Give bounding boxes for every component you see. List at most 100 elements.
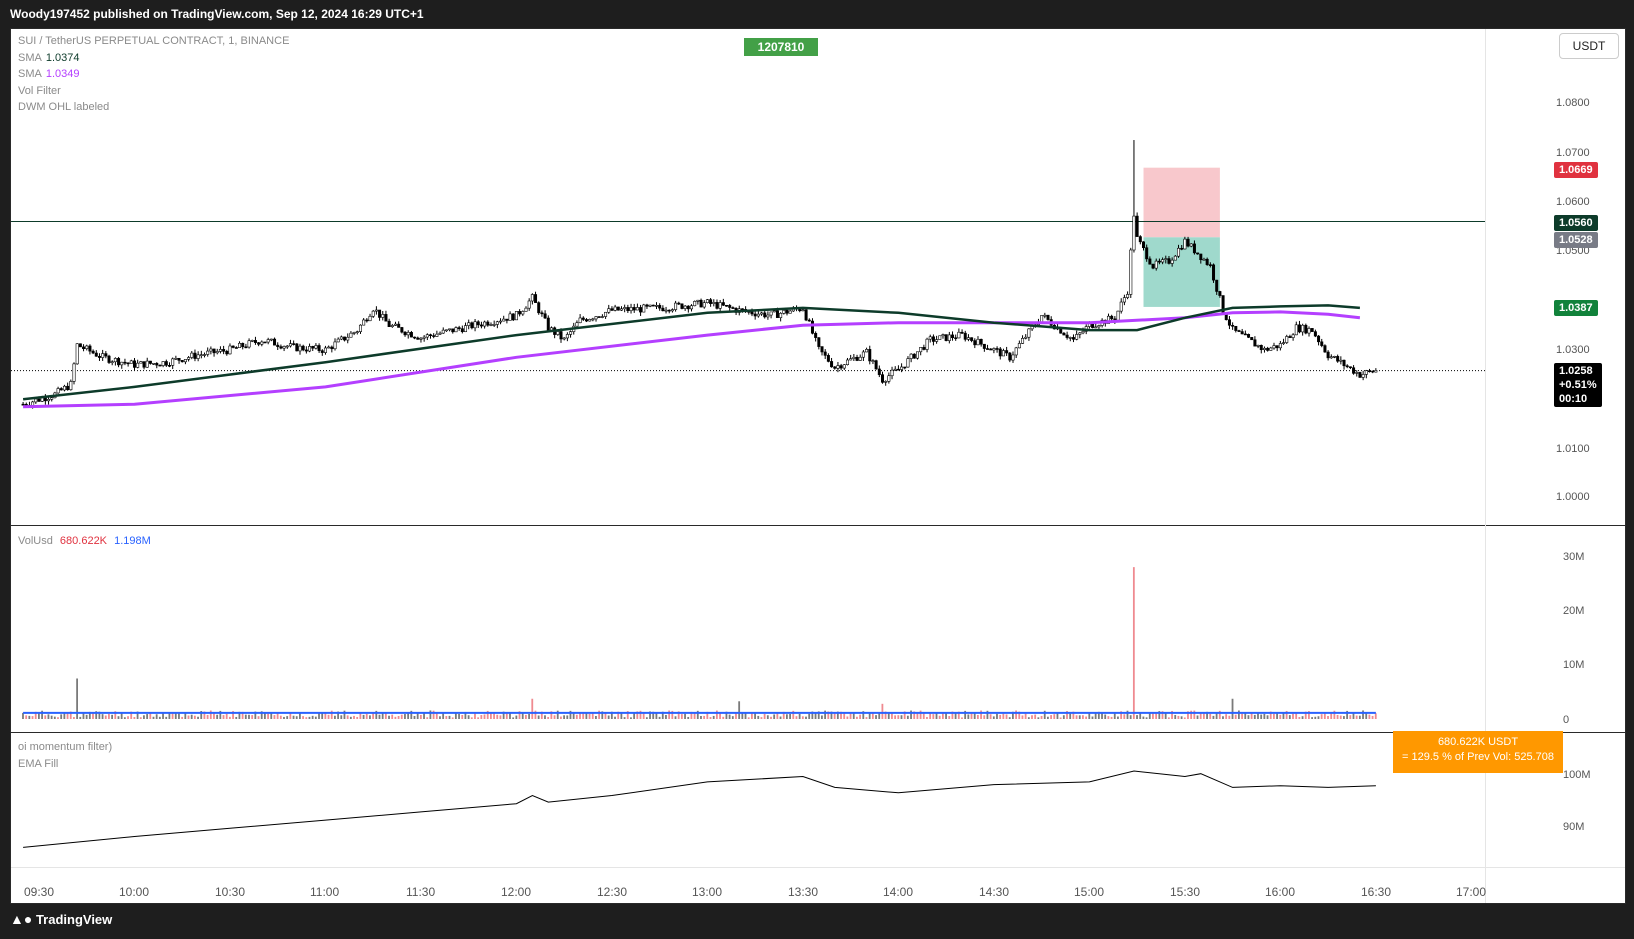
volume-bar — [563, 715, 565, 719]
volume-bar — [919, 710, 922, 719]
candle-body — [301, 345, 305, 351]
volume-bar — [1298, 717, 1301, 719]
volume-bar — [588, 713, 591, 719]
price-change: +0.51% — [1559, 379, 1597, 391]
volume-bar — [324, 712, 327, 719]
sma2-legend[interactable]: SMA 1.0349 — [18, 68, 80, 80]
candle-body — [616, 306, 620, 311]
candle-body — [1326, 351, 1330, 359]
candle-body — [680, 303, 684, 309]
volume-bar — [1148, 713, 1151, 719]
volume-bar — [875, 715, 877, 719]
volume-bar — [439, 716, 441, 719]
volume-bar — [404, 714, 406, 719]
pane-separator-volume[interactable] — [11, 525, 1625, 526]
volume-bar — [496, 714, 499, 719]
candle-body — [966, 337, 970, 340]
currency-button[interactable]: USDT — [1559, 33, 1619, 59]
candle-body — [906, 358, 910, 368]
volume-bar — [582, 713, 585, 719]
candle-body — [1307, 328, 1311, 334]
candle-body — [225, 351, 229, 355]
volume-bar — [595, 715, 597, 719]
candle-body — [683, 305, 687, 309]
volume-bar — [1047, 716, 1049, 719]
time-tick: 13:30 — [788, 885, 819, 899]
volume-bar — [1206, 711, 1208, 719]
last-price: 1.0258 — [1559, 365, 1593, 377]
symbol-title[interactable]: SUI / TetherUS PERPETUAL CONTRACT, 1, BI… — [18, 35, 290, 47]
candle-body — [1068, 337, 1072, 339]
volume-tick: 10M — [1563, 659, 1585, 671]
candle-body — [50, 397, 54, 400]
volume-bar — [267, 713, 269, 719]
volume-bar — [28, 715, 31, 719]
vol-filter-legend[interactable]: Vol Filter — [18, 84, 61, 97]
volume-bar — [830, 711, 833, 719]
volume-bar — [805, 716, 807, 719]
volume-bar — [1031, 715, 1033, 719]
candle-body — [1317, 335, 1321, 343]
sma2-value: 1.0349 — [45, 68, 80, 80]
sma1-legend[interactable]: SMA 1.0374 — [18, 51, 80, 64]
volume-bar — [388, 715, 390, 719]
volume-bar — [534, 710, 537, 719]
candle-body — [725, 304, 729, 307]
volume-bar — [636, 711, 639, 719]
candle-body — [129, 360, 133, 364]
tradingview-logo-icon[interactable]: ▲● — [10, 911, 33, 927]
volume-bar — [295, 716, 298, 719]
volume-bar — [31, 716, 34, 719]
candle-body — [912, 353, 916, 359]
volume-bar — [502, 711, 505, 719]
candle-body — [241, 342, 245, 348]
candle-body — [534, 294, 538, 303]
oi-legend[interactable]: oi momentum filter) EMA Fill — [18, 739, 112, 772]
volume-bar — [416, 712, 419, 719]
volume-bar — [174, 712, 177, 719]
volume-bar — [117, 716, 120, 719]
volume-bar — [1187, 711, 1189, 719]
volume-bar — [999, 714, 1002, 719]
volume-bar — [101, 714, 104, 719]
volume-bar — [426, 717, 429, 719]
volume-bar — [136, 711, 139, 719]
candle-body — [464, 325, 468, 333]
chart-frame[interactable]: SUI / TetherUS PERPETUAL CONTRACT, 1, BI… — [10, 28, 1626, 904]
volume-bar — [1136, 715, 1138, 719]
candle-body — [903, 366, 907, 369]
candle-body — [1231, 324, 1235, 327]
candle-body — [1122, 297, 1126, 303]
dwm-ohl-legend[interactable]: DWM OHL labeled — [18, 101, 110, 113]
candle-body — [247, 340, 251, 348]
candle-body — [378, 309, 382, 318]
footer-brand[interactable]: TradingView — [35, 912, 113, 927]
price-chart-canvas[interactable] — [11, 29, 1625, 903]
candle-body — [1294, 324, 1298, 336]
pane-separator-oi[interactable] — [11, 732, 1625, 733]
candle-body — [1017, 343, 1021, 349]
volume-bar — [817, 711, 820, 719]
volume-bar — [840, 711, 842, 719]
candle-body — [419, 337, 423, 340]
candle-body — [718, 302, 722, 309]
volume-bar — [996, 713, 998, 719]
volume-bar — [76, 678, 78, 719]
volume-bar — [1050, 715, 1052, 719]
volume-bar — [152, 716, 155, 719]
candle-body — [1320, 341, 1324, 346]
volume-bar — [1164, 712, 1167, 719]
candle-body — [893, 368, 897, 371]
volume-bar — [661, 711, 664, 719]
volume-bar — [881, 703, 884, 719]
candle-body — [1151, 263, 1155, 269]
volume-bar — [642, 713, 645, 719]
candle-body — [352, 332, 356, 334]
candle-body — [266, 339, 270, 343]
candle-body — [362, 319, 366, 326]
volume-legend[interactable]: VolUsd 680.622K 1.198M — [18, 533, 151, 550]
candle-body — [1008, 352, 1012, 361]
candle-body — [619, 308, 623, 311]
volume-bar — [766, 715, 769, 719]
volume-bar — [1113, 713, 1116, 719]
